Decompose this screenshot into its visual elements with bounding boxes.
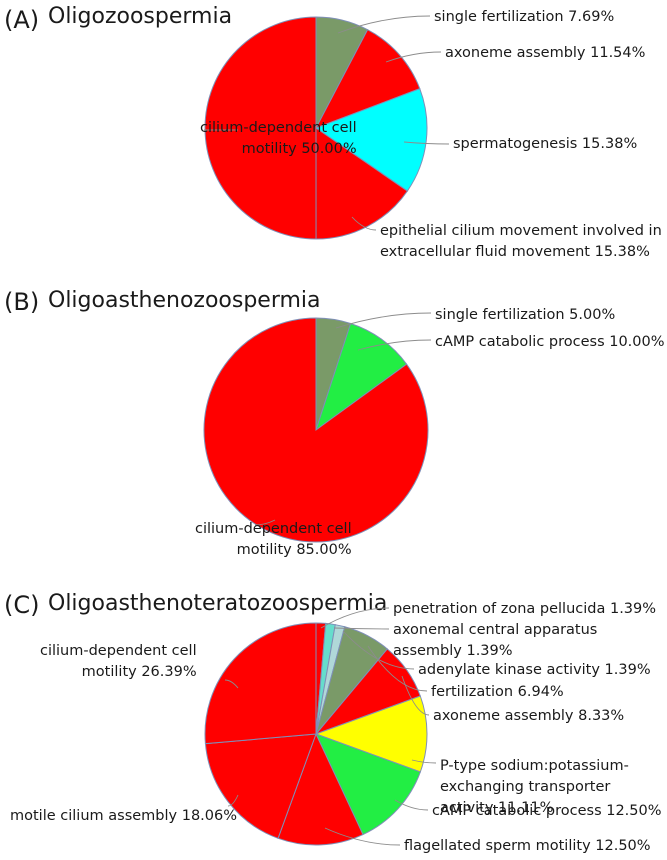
slice-label: single fertilization 7.69%	[434, 9, 614, 25]
slice-label: cilium-dependent cell motility 85.00%	[195, 521, 352, 558]
panel-a-letter: (A)	[4, 6, 39, 34]
pie-slice-epithelial-cilium-movement-involved-in-extracellular-fluid-movement-15-38	[315, 127, 409, 240]
slice-label: motile cilium assembly 18.06%	[10, 808, 237, 824]
leader-line	[401, 675, 430, 716]
leader-line	[254, 519, 276, 526]
pie-slice-cilium-dependent-cell-motility-85-00	[203, 317, 429, 543]
leader-line	[320, 607, 390, 629]
leader-line	[385, 51, 442, 63]
pie-slice-camp-catabolic-process-12-50	[315, 733, 421, 836]
leader-line	[224, 679, 239, 689]
leader-line	[335, 312, 432, 329]
slice-label: P-type sodium:potassium-exchanging trans…	[440, 758, 629, 816]
leader-line	[403, 141, 450, 145]
slice-label: adenylate kinase activity 1.39%	[418, 662, 651, 678]
panel-a: (A) Oligozoospermia single fertilization…	[4, 4, 662, 260]
panel-c-labels: penetration of zona pellucida 1.39% axone…	[10, 601, 662, 854]
pie-slice-flagellated-sperm-motility-12-50	[277, 732, 364, 846]
leader-line	[227, 794, 239, 807]
slice-label: flagellated sperm motility 12.50%	[404, 838, 651, 854]
panel-b-title: Oligoasthenozoospermia	[48, 288, 321, 313]
leader-line	[357, 339, 432, 351]
panel-b-pie	[203, 317, 429, 543]
slice-label: penetration of zona pellucida 1.39%	[393, 601, 656, 617]
leader-line	[333, 627, 390, 630]
leader-line	[367, 645, 428, 692]
slice-label: fertilization 6.94%	[431, 684, 564, 700]
panel-a-title: Oligozoospermia	[48, 4, 232, 29]
slice-label: cilium-dependent cell motility 26.39%	[40, 643, 197, 680]
pie-slice-motile-cilium-assembly-18-06	[204, 733, 317, 839]
slice-label: axoneme assembly 11.54%	[445, 45, 645, 61]
slice-label: axonemal central apparatus assembly 1.39%	[393, 622, 597, 659]
leader-line	[337, 15, 431, 34]
slice-label: spermatogenesis 15.38%	[453, 136, 637, 152]
panel-a-labels: single fertilization 7.69% axoneme assemb…	[200, 9, 662, 260]
panel-c: (C) Oligoasthenoteratozoospermia penetra…	[4, 591, 662, 854]
leader-line	[324, 827, 401, 846]
pie-slice-cilium-dependent-cell-motility-50-00	[204, 16, 317, 240]
panel-c-title: Oligoasthenoteratozoospermia	[48, 591, 387, 616]
slice-label: cAMP catabolic process 10.00%	[435, 334, 665, 350]
slice-label: axoneme assembly 8.33%	[433, 708, 624, 724]
panel-b: (B) Oligoasthenozoospermia single fertil…	[4, 288, 665, 558]
panel-a-pie	[204, 16, 428, 240]
pie-slice-spermatogenesis-15-38	[314, 88, 428, 192]
pie-slice-p-type-sodium-potassium-exchanging-transporter-activity-11-11	[314, 695, 428, 773]
leader-line	[411, 759, 437, 764]
panel-b-labels: single fertilization 5.00% cAMP catabolic…	[195, 307, 665, 558]
slice-label: cilium-dependent cell motility 50.00%	[200, 120, 357, 157]
slice-label: cAMP catabolic process 12.50%	[432, 803, 662, 819]
panel-c-letter: (C)	[4, 591, 39, 619]
slice-label: single fertilization 5.00%	[435, 307, 615, 323]
leader-line	[394, 799, 429, 811]
leader-line	[342, 630, 415, 670]
leader-line	[351, 216, 377, 231]
pie-slice-cilium-dependent-cell-motility-26-39	[204, 622, 317, 745]
panel-c-pie	[204, 622, 428, 846]
slice-label: epithelial cilium movement involved in ex…	[380, 223, 662, 260]
pie-slice-axoneme-assembly-11-54	[314, 29, 421, 129]
panel-b-letter: (B)	[4, 288, 39, 316]
